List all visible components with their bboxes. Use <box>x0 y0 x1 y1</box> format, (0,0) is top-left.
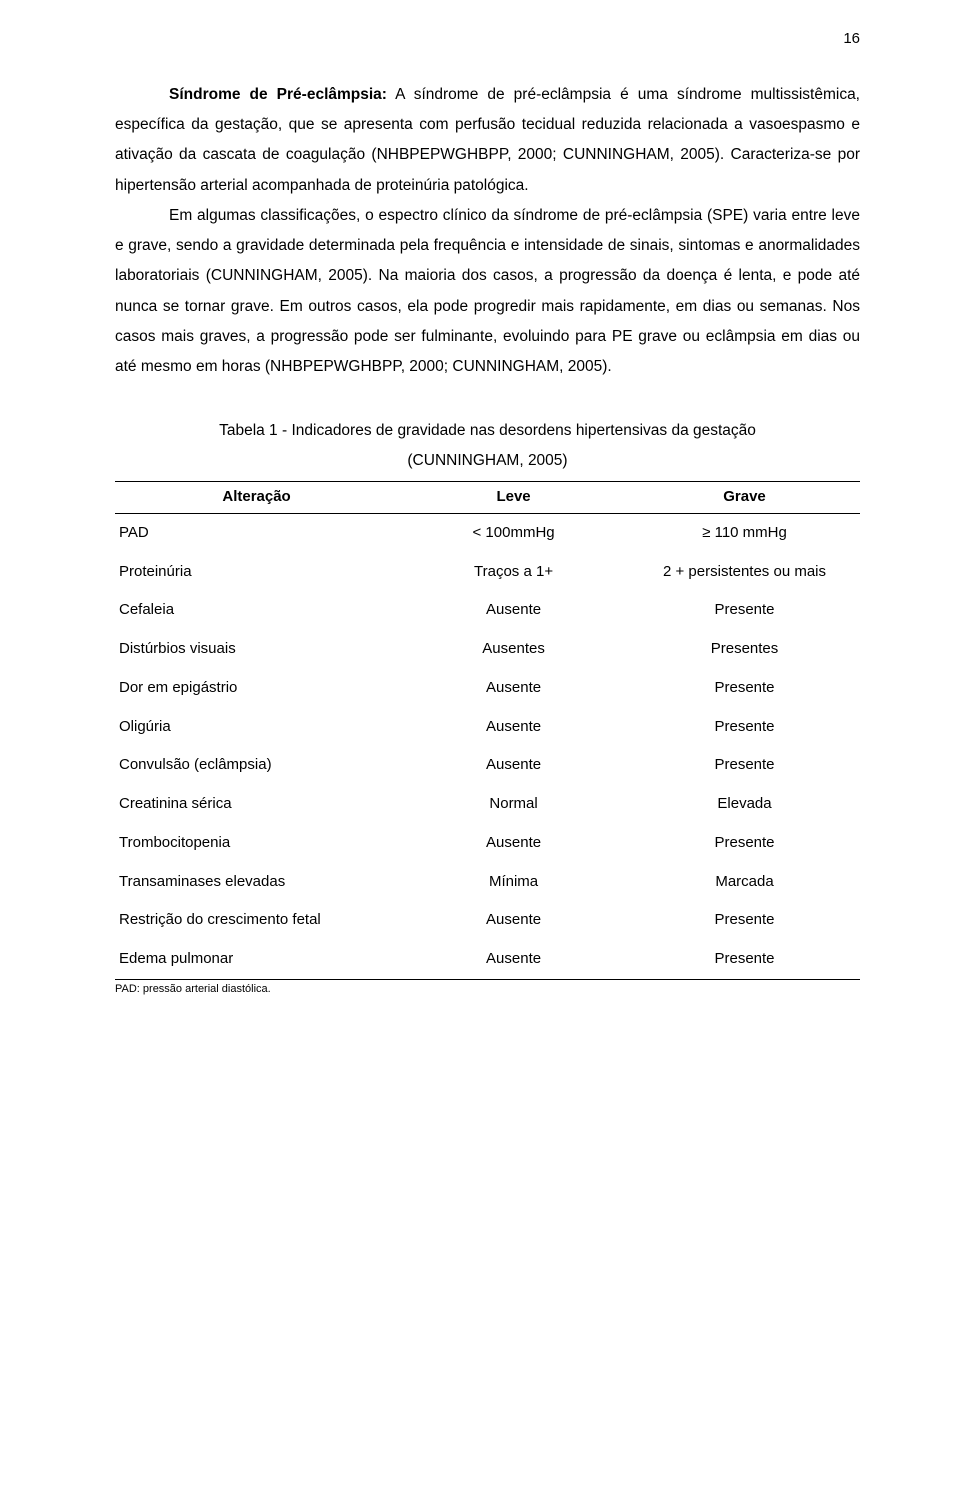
table-row: Trombocitopenia Ausente Presente <box>115 824 860 863</box>
cell-alteracao: PAD <box>115 513 398 552</box>
cell-leve: Ausente <box>398 746 629 785</box>
cell-leve: Ausente <box>398 824 629 863</box>
cell-grave: Presente <box>629 591 860 630</box>
cell-alteracao: Edema pulmonar <box>115 940 398 979</box>
paragraph-1-bold: Síndrome de Pré-eclâmpsia: <box>169 86 387 103</box>
table-header-grave: Grave <box>629 482 860 514</box>
cell-grave: Elevada <box>629 785 860 824</box>
paragraph-2-text: Em algumas classificações, o espectro cl… <box>115 207 860 375</box>
cell-grave: Presente <box>629 940 860 979</box>
cell-alteracao: Proteinúria <box>115 553 398 592</box>
cell-leve: Ausente <box>398 940 629 979</box>
page-number: 16 <box>843 30 860 47</box>
table-row: Dor em epigástrio Ausente Presente <box>115 669 860 708</box>
cell-grave: Presente <box>629 901 860 940</box>
cell-alteracao: Restrição do crescimento fetal <box>115 901 398 940</box>
cell-grave: Presente <box>629 708 860 747</box>
cell-alteracao: Trombocitopenia <box>115 824 398 863</box>
table-row: Proteinúria Traços a 1+ 2 + persistentes… <box>115 553 860 592</box>
cell-alteracao: Convulsão (eclâmpsia) <box>115 746 398 785</box>
table-row: Edema pulmonar Ausente Presente <box>115 940 860 979</box>
table-row: Transaminases elevadas Mínima Marcada <box>115 863 860 902</box>
table-footnote: PAD: pressão arterial diastólica. <box>115 983 860 995</box>
cell-leve: Ausente <box>398 708 629 747</box>
cell-grave: Presentes <box>629 630 860 669</box>
table-body: PAD < 100mmHg ≥ 110 mmHg Proteinúria Tra… <box>115 513 860 979</box>
cell-leve: < 100mmHg <box>398 513 629 552</box>
table-row: Distúrbios visuais Ausentes Presentes <box>115 630 860 669</box>
table-row: PAD < 100mmHg ≥ 110 mmHg <box>115 513 860 552</box>
table-header-alteracao: Alteração <box>115 482 398 514</box>
cell-alteracao: Transaminases elevadas <box>115 863 398 902</box>
table-caption: Tabela 1 - Indicadores de gravidade nas … <box>115 416 860 475</box>
cell-grave: ≥ 110 mmHg <box>629 513 860 552</box>
cell-alteracao: Oligúria <box>115 708 398 747</box>
table-row: Oligúria Ausente Presente <box>115 708 860 747</box>
table-row: Convulsão (eclâmpsia) Ausente Presente <box>115 746 860 785</box>
cell-leve: Ausente <box>398 591 629 630</box>
cell-grave: Presente <box>629 824 860 863</box>
table-caption-line1: Tabela 1 - Indicadores de gravidade nas … <box>219 422 756 439</box>
table-row: Cefaleia Ausente Presente <box>115 591 860 630</box>
paragraph-2: Em algumas classificações, o espectro cl… <box>115 201 860 382</box>
cell-alteracao: Cefaleia <box>115 591 398 630</box>
cell-grave: Presente <box>629 669 860 708</box>
cell-alteracao: Distúrbios visuais <box>115 630 398 669</box>
document-page: 16 Síndrome de Pré-eclâmpsia: A síndrome… <box>0 0 960 1503</box>
cell-leve: Ausente <box>398 669 629 708</box>
table-header-leve: Leve <box>398 482 629 514</box>
cell-grave: Marcada <box>629 863 860 902</box>
cell-leve: Ausentes <box>398 630 629 669</box>
severity-table: Alteração Leve Grave PAD < 100mmHg ≥ 110… <box>115 481 860 980</box>
cell-grave: 2 + persistentes ou mais <box>629 553 860 592</box>
cell-grave: Presente <box>629 746 860 785</box>
cell-alteracao: Creatinina sérica <box>115 785 398 824</box>
cell-leve: Ausente <box>398 901 629 940</box>
cell-leve: Mínima <box>398 863 629 902</box>
table-caption-line2: (CUNNINGHAM, 2005) <box>407 452 567 469</box>
cell-alteracao: Dor em epigástrio <box>115 669 398 708</box>
table-header-row: Alteração Leve Grave <box>115 482 860 514</box>
paragraph-1: Síndrome de Pré-eclâmpsia: A síndrome de… <box>115 80 860 201</box>
table-row: Restrição do crescimento fetal Ausente P… <box>115 901 860 940</box>
cell-leve: Traços a 1+ <box>398 553 629 592</box>
table-row: Creatinina sérica Normal Elevada <box>115 785 860 824</box>
cell-leve: Normal <box>398 785 629 824</box>
